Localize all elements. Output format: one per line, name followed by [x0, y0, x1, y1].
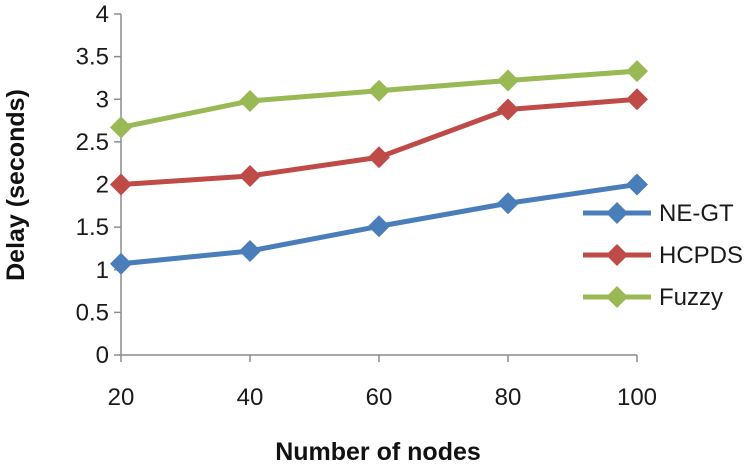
legend-swatch-marker [606, 286, 628, 308]
series-fuzzy [110, 60, 648, 139]
data-point-ne-gt [239, 239, 261, 262]
y-axis-title: Delay (seconds) [2, 89, 30, 281]
series-lines [110, 60, 648, 275]
y-tick-label: 3 [96, 86, 109, 113]
x-axis-title: Number of nodes [275, 438, 481, 466]
x-tick-label: 60 [366, 384, 393, 411]
x-tick-label: 100 [617, 384, 657, 411]
series-ne-gt [110, 173, 648, 275]
legend-label: Fuzzy [659, 284, 723, 311]
x-tick-label: 80 [495, 384, 522, 411]
data-point-hcpds [626, 88, 648, 111]
data-point-ne-gt [110, 252, 132, 275]
data-point-hcpds [497, 98, 519, 121]
data-point-hcpds [368, 146, 390, 169]
axes: 0 0.5 1 1.5 2 2.5 3 3.5 4 20 40 60 80 100 [76, 1, 657, 411]
y-tick-label: 1.5 [76, 214, 109, 241]
y-tick-label: 2 [96, 172, 109, 199]
x-tick-label: 40 [237, 384, 264, 411]
y-tick-label: 1 [96, 257, 109, 284]
data-point-hcpds [110, 173, 132, 196]
data-point-hcpds [239, 164, 261, 187]
data-point-fuzzy [239, 89, 261, 112]
legend: NE-GT HCPDS Fuzzy [583, 200, 743, 311]
legend-swatch-marker [606, 202, 628, 224]
data-point-fuzzy [497, 69, 519, 92]
legend-item-ne-gt: NE-GT [583, 200, 734, 227]
data-point-ne-gt [368, 215, 390, 238]
data-point-fuzzy [110, 116, 132, 139]
y-tick-label: 4 [96, 1, 109, 28]
y-tick-label: 3.5 [76, 44, 109, 71]
y-tick-label: 0 [96, 342, 109, 369]
legend-item-hcpds: HCPDS [583, 242, 743, 269]
legend-item-fuzzy: Fuzzy [583, 284, 723, 311]
series-hcpds [110, 88, 648, 196]
y-tick-label: 0.5 [76, 299, 109, 326]
legend-label: NE-GT [659, 200, 734, 227]
data-point-fuzzy [626, 60, 648, 83]
y-tick-label: 2.5 [76, 129, 109, 156]
data-point-ne-gt [626, 173, 648, 196]
legend-swatch-marker [606, 244, 628, 266]
data-point-fuzzy [368, 79, 390, 102]
legend-label: HCPDS [659, 242, 743, 269]
data-point-ne-gt [497, 192, 519, 215]
x-tick-label: 20 [108, 384, 135, 411]
